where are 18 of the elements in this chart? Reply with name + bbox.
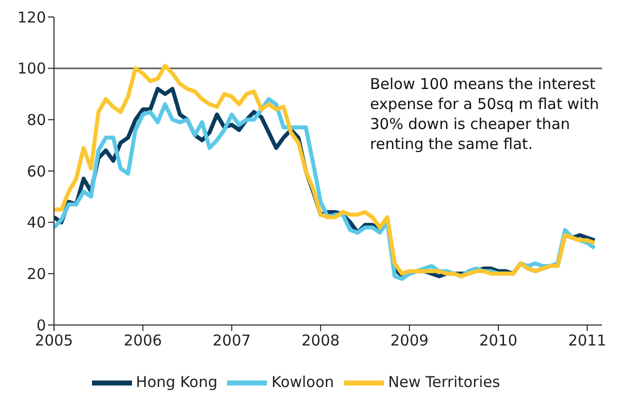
y-tick-label: 100: [17, 60, 46, 78]
y-tick-label: 120: [17, 8, 46, 26]
y-tick-label: 40: [26, 214, 46, 232]
y-tick-label: 60: [26, 162, 46, 180]
x-tick-label: 2009: [390, 332, 429, 350]
legend-label: Kowloon: [271, 373, 334, 392]
x-tick-label: 2011: [568, 332, 606, 350]
x-tick-label: 2007: [212, 332, 251, 350]
x-tick-label: 2010: [479, 332, 518, 350]
x-tick-label: 2008: [302, 332, 340, 350]
y-tick-label: 20: [26, 264, 46, 283]
annotation: Below 100 means the interest expense for a 50sq m flat with 30% down is cheaper than renting the same flat.: [370, 74, 600, 154]
legend-label: Hong Kong: [136, 373, 218, 392]
y-tick-label: 80: [26, 110, 46, 129]
x-tick-label: 2005: [34, 332, 74, 350]
y-tick-label: 0: [36, 316, 46, 334]
x-tick-label: 2006: [124, 332, 162, 350]
legend-label: New Territories: [388, 373, 500, 392]
